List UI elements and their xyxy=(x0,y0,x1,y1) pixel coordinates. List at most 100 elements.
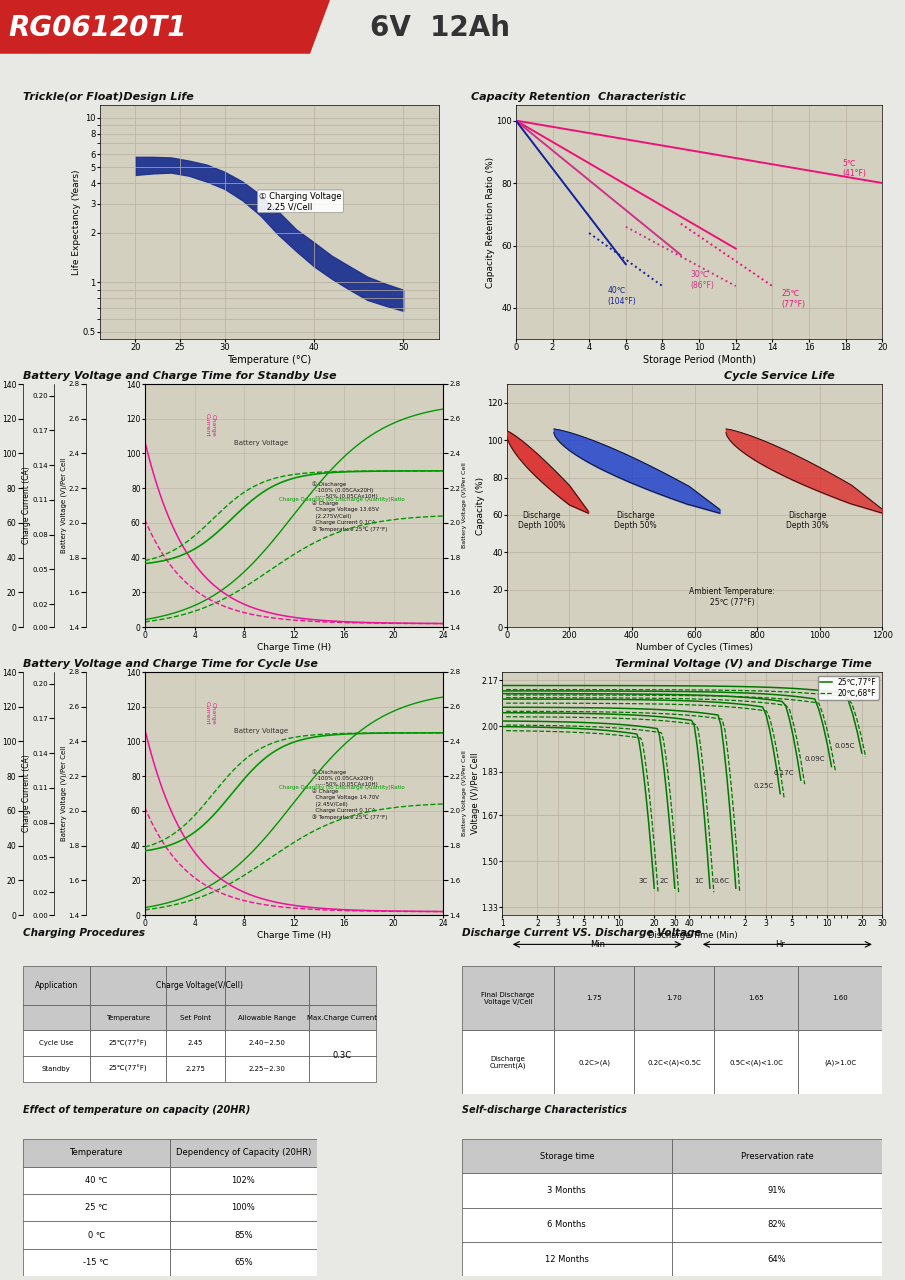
Bar xyxy=(23,1166,170,1194)
Bar xyxy=(166,966,224,1005)
Bar xyxy=(224,1056,309,1082)
Bar xyxy=(554,1030,634,1094)
Bar xyxy=(166,1005,224,1030)
Text: Cycle Service Life: Cycle Service Life xyxy=(724,371,834,381)
Text: Charge
Current: Charge Current xyxy=(205,701,216,724)
Text: 25℃(77°F): 25℃(77°F) xyxy=(109,1065,148,1073)
Text: Discharge
Depth 100%: Discharge Depth 100% xyxy=(518,511,565,530)
Bar xyxy=(309,1056,376,1082)
Text: 2.25~2.30: 2.25~2.30 xyxy=(248,1066,285,1071)
Bar xyxy=(224,1005,309,1030)
Text: Battery Voltage and Charge Time for Cycle Use: Battery Voltage and Charge Time for Cycl… xyxy=(23,659,318,669)
Text: 6 Months: 6 Months xyxy=(548,1220,586,1229)
Text: Self-discharge Characteristics: Self-discharge Characteristics xyxy=(462,1105,626,1115)
Text: 0.17C: 0.17C xyxy=(774,769,795,776)
Bar xyxy=(309,966,376,1005)
Bar xyxy=(23,1221,170,1249)
Text: Application: Application xyxy=(34,980,78,991)
Bar xyxy=(170,1139,317,1166)
Text: 30℃
(86°F): 30℃ (86°F) xyxy=(690,270,714,289)
Bar xyxy=(798,1030,882,1094)
Text: Standby: Standby xyxy=(42,1066,71,1071)
X-axis label: Charge Time (H): Charge Time (H) xyxy=(257,643,331,652)
Bar xyxy=(23,1056,90,1082)
Text: 2.275: 2.275 xyxy=(186,1066,205,1071)
Text: 6V  12Ah: 6V 12Ah xyxy=(370,14,510,42)
Text: Trickle(or Float)Design Life: Trickle(or Float)Design Life xyxy=(23,92,194,102)
X-axis label: Charge Time (H): Charge Time (H) xyxy=(257,931,331,940)
Text: Temperature: Temperature xyxy=(70,1148,123,1157)
Text: RG06120T1: RG06120T1 xyxy=(8,14,186,42)
Y-axis label: Capacity Retention Ratio (%): Capacity Retention Ratio (%) xyxy=(486,156,494,288)
Text: Min: Min xyxy=(590,940,605,948)
Text: 0.25C: 0.25C xyxy=(754,783,774,790)
Text: 0.2C<(A)<0.5C: 0.2C<(A)<0.5C xyxy=(647,1059,701,1066)
Text: Battery Voltage: Battery Voltage xyxy=(234,440,289,445)
Text: 0.6C: 0.6C xyxy=(713,878,729,883)
X-axis label: Number of Cycles (Times): Number of Cycles (Times) xyxy=(636,643,753,652)
Text: Charge Voltage(V/Cell): Charge Voltage(V/Cell) xyxy=(156,980,243,991)
Y-axis label: Capacity (%): Capacity (%) xyxy=(477,476,485,535)
Text: Storage time: Storage time xyxy=(539,1152,594,1161)
Bar xyxy=(714,966,798,1030)
Text: 85%: 85% xyxy=(233,1230,252,1239)
Bar xyxy=(309,1030,376,1056)
Text: 91%: 91% xyxy=(768,1187,786,1196)
Text: Allowable Range: Allowable Range xyxy=(238,1015,296,1020)
Text: 1.75: 1.75 xyxy=(586,996,602,1001)
Bar xyxy=(23,1139,170,1166)
Bar xyxy=(170,1249,317,1276)
Bar xyxy=(462,1030,554,1094)
Text: Discharge Current VS. Discharge Voltage: Discharge Current VS. Discharge Voltage xyxy=(462,928,701,938)
Y-axis label: Battery Voltage (V)/Per Cell: Battery Voltage (V)/Per Cell xyxy=(61,458,67,553)
Bar xyxy=(166,1030,224,1056)
Text: Ambient Temperature:
25℃ (77°F): Ambient Temperature: 25℃ (77°F) xyxy=(690,588,775,607)
Bar xyxy=(90,966,166,1005)
Text: -15 ℃: -15 ℃ xyxy=(83,1258,109,1267)
Bar xyxy=(672,1242,882,1276)
Text: 0.3C: 0.3C xyxy=(333,1051,352,1061)
Text: 0.09C: 0.09C xyxy=(805,756,825,762)
Text: 2.45: 2.45 xyxy=(187,1041,203,1046)
Text: 40 ℃: 40 ℃ xyxy=(85,1176,108,1185)
Bar xyxy=(798,966,882,1030)
Bar xyxy=(23,1249,170,1276)
Text: 12 Months: 12 Months xyxy=(545,1254,588,1263)
X-axis label: Temperature (°C): Temperature (°C) xyxy=(227,355,311,365)
Text: 3C: 3C xyxy=(638,878,648,883)
Y-axis label: Battery Voltage (V)/Per Cell: Battery Voltage (V)/Per Cell xyxy=(462,751,467,836)
Text: 25℃(77°F): 25℃(77°F) xyxy=(109,1039,148,1047)
Y-axis label: Battery Voltage (V)/Per Cell: Battery Voltage (V)/Per Cell xyxy=(61,746,67,841)
Text: ① Discharge
  -100% (0.05CAx20H)
  -----50% (0.05CAx10H)
② Charge
  Charge Volta: ① Discharge -100% (0.05CAx20H) -----50% … xyxy=(312,769,387,819)
Text: Hr: Hr xyxy=(775,940,785,948)
Bar xyxy=(23,966,90,1005)
Text: 1.60: 1.60 xyxy=(833,996,848,1001)
Bar xyxy=(672,1139,882,1174)
Text: Preservation rate: Preservation rate xyxy=(741,1152,814,1161)
Bar xyxy=(23,1030,90,1056)
Text: 2.40~2.50: 2.40~2.50 xyxy=(248,1041,285,1046)
Bar xyxy=(714,1030,798,1094)
Bar xyxy=(224,1030,309,1056)
Polygon shape xyxy=(0,0,330,54)
Text: ① Charging Voltage
   2.25 V/Cell: ① Charging Voltage 2.25 V/Cell xyxy=(259,192,342,211)
Bar xyxy=(224,966,309,1005)
Bar xyxy=(309,1005,376,1030)
Text: 40℃
(104°F): 40℃ (104°F) xyxy=(607,287,636,306)
Bar xyxy=(170,1166,317,1194)
Text: 100%: 100% xyxy=(232,1203,255,1212)
Bar xyxy=(462,1139,672,1174)
Y-axis label: Life Expectancy (Years): Life Expectancy (Years) xyxy=(71,169,81,275)
Bar xyxy=(672,1208,882,1242)
Text: ① Discharge
  -100% (0.05CAx20H)
  -----50% (0.05CAx10H)
② Charge
  Charge Volta: ① Discharge -100% (0.05CAx20H) -----50% … xyxy=(312,481,387,531)
Text: Set Point: Set Point xyxy=(180,1015,211,1020)
Text: 0.2C>(A): 0.2C>(A) xyxy=(578,1059,610,1066)
Bar xyxy=(23,1194,170,1221)
Text: Charge Quantity (to Discharge Quantity)Ratio: Charge Quantity (to Discharge Quantity)R… xyxy=(279,497,405,502)
Text: Battery Voltage and Charge Time for Standby Use: Battery Voltage and Charge Time for Stan… xyxy=(23,371,336,381)
Text: 25℃
(77°F): 25℃ (77°F) xyxy=(782,289,805,308)
X-axis label: Discharge Time (Min): Discharge Time (Min) xyxy=(647,931,738,940)
Text: 1C: 1C xyxy=(694,878,703,883)
Text: 1.65: 1.65 xyxy=(748,996,764,1001)
Y-axis label: Voltage (V)/Per Cell: Voltage (V)/Per Cell xyxy=(471,753,480,835)
